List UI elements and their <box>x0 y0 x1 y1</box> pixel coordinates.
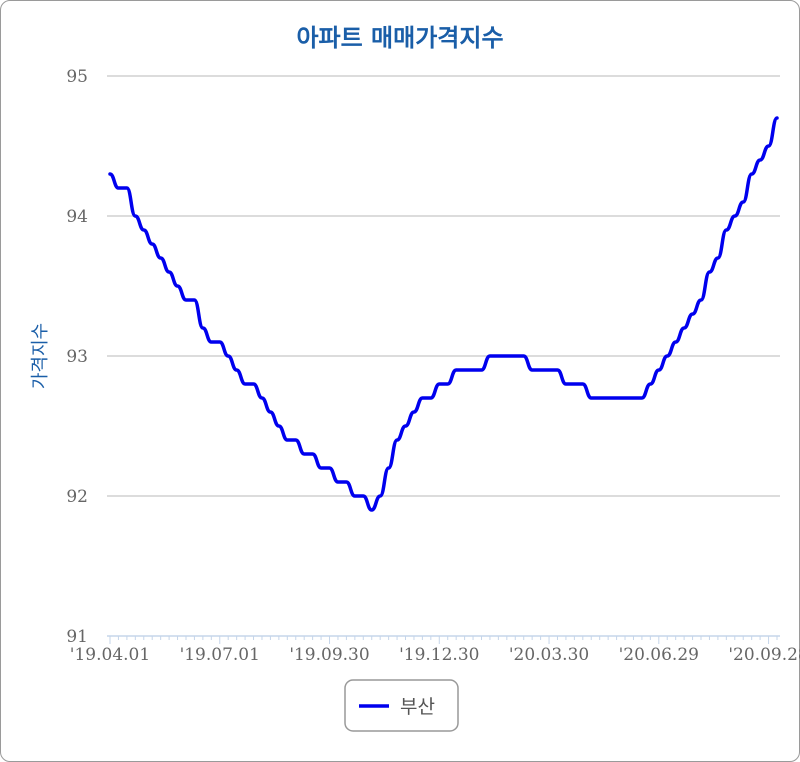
chart-title: 아파트 매매가격지수 <box>296 24 503 52</box>
series-group <box>108 116 779 512</box>
x-tick-label: '19.09.30 <box>289 645 369 665</box>
y-tick-label-91: 91 <box>66 627 88 647</box>
x-tick-label: '20.09.28 <box>728 645 800 665</box>
y-tick-label-95: 95 <box>66 67 88 87</box>
y-tick-label-92: 92 <box>66 487 88 507</box>
y-tick-label-94: 94 <box>66 207 88 227</box>
y-axis-ticks: 91 92 93 94 95 <box>66 67 88 647</box>
x-tick-label: '20.03.30 <box>509 645 589 665</box>
x-axis: '19.04.01 '19.07.01 '19.09.30 '19.12.30 '20.… <box>70 635 800 665</box>
y-axis-label: 가격지수 <box>30 323 51 389</box>
x-tick-label: '20.06.29 <box>619 645 699 665</box>
y-tick-label-93: 93 <box>66 347 88 367</box>
legend[interactable]: 부산 <box>344 679 459 732</box>
x-tick-label: '19.04.01 <box>70 645 150 665</box>
legend-box <box>344 679 459 732</box>
x-tick-label: '19.07.01 <box>180 645 260 665</box>
x-tick-label: '19.12.30 <box>399 645 479 665</box>
legend-label-busan: 부산 <box>400 696 435 718</box>
series-line-0 <box>108 116 779 512</box>
gridlines <box>107 75 780 497</box>
